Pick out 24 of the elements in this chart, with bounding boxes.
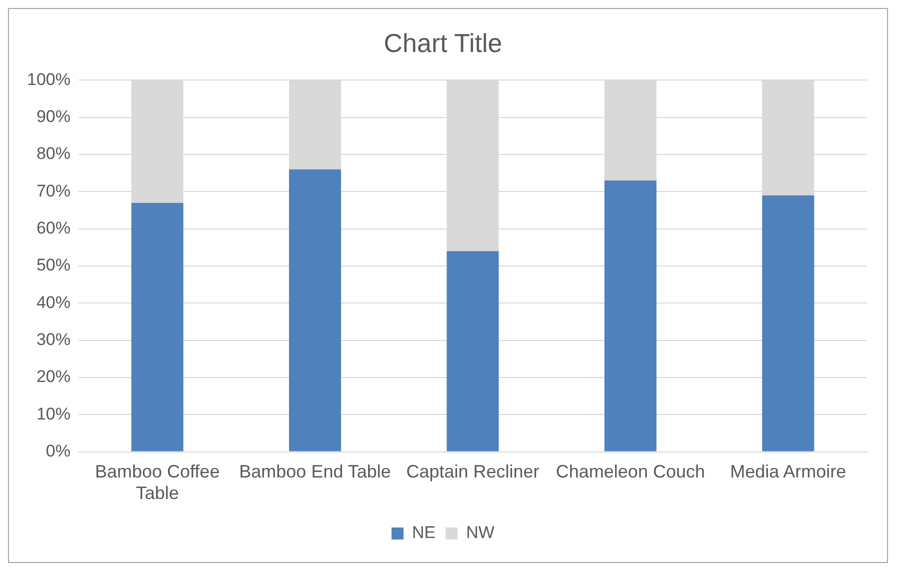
y-tick-label: 90% xyxy=(36,107,70,126)
x-tick-label: Chameleon Couch xyxy=(556,462,705,482)
y-tick-label: 0% xyxy=(46,441,70,460)
y-tick-label: 60% xyxy=(36,218,70,238)
y-tick-label: 20% xyxy=(36,367,70,386)
bar xyxy=(289,169,342,452)
legend-label: NE xyxy=(412,523,436,542)
legend-label: NW xyxy=(466,523,494,542)
y-tick-label: 70% xyxy=(36,181,70,200)
x-tick-label: Bamboo End Table xyxy=(239,462,391,482)
y-tick-label: 30% xyxy=(36,330,70,350)
x-tick-label: Media Armoire xyxy=(730,462,846,482)
x-tick-label: Bamboo Coffee Table xyxy=(94,462,220,504)
chart-title: Chart Title xyxy=(384,28,502,58)
bar xyxy=(446,251,499,452)
y-tick-label: 40% xyxy=(36,292,70,312)
bar xyxy=(762,195,814,452)
bar xyxy=(131,202,184,452)
y-tick-label: 100% xyxy=(26,70,70,89)
y-tick-label: 80% xyxy=(36,144,70,164)
y-tick-label: 50% xyxy=(36,256,70,275)
y-tick-label: 10% xyxy=(36,404,70,424)
x-tick-label: Captain Recliner xyxy=(406,462,540,482)
bar xyxy=(604,180,656,452)
